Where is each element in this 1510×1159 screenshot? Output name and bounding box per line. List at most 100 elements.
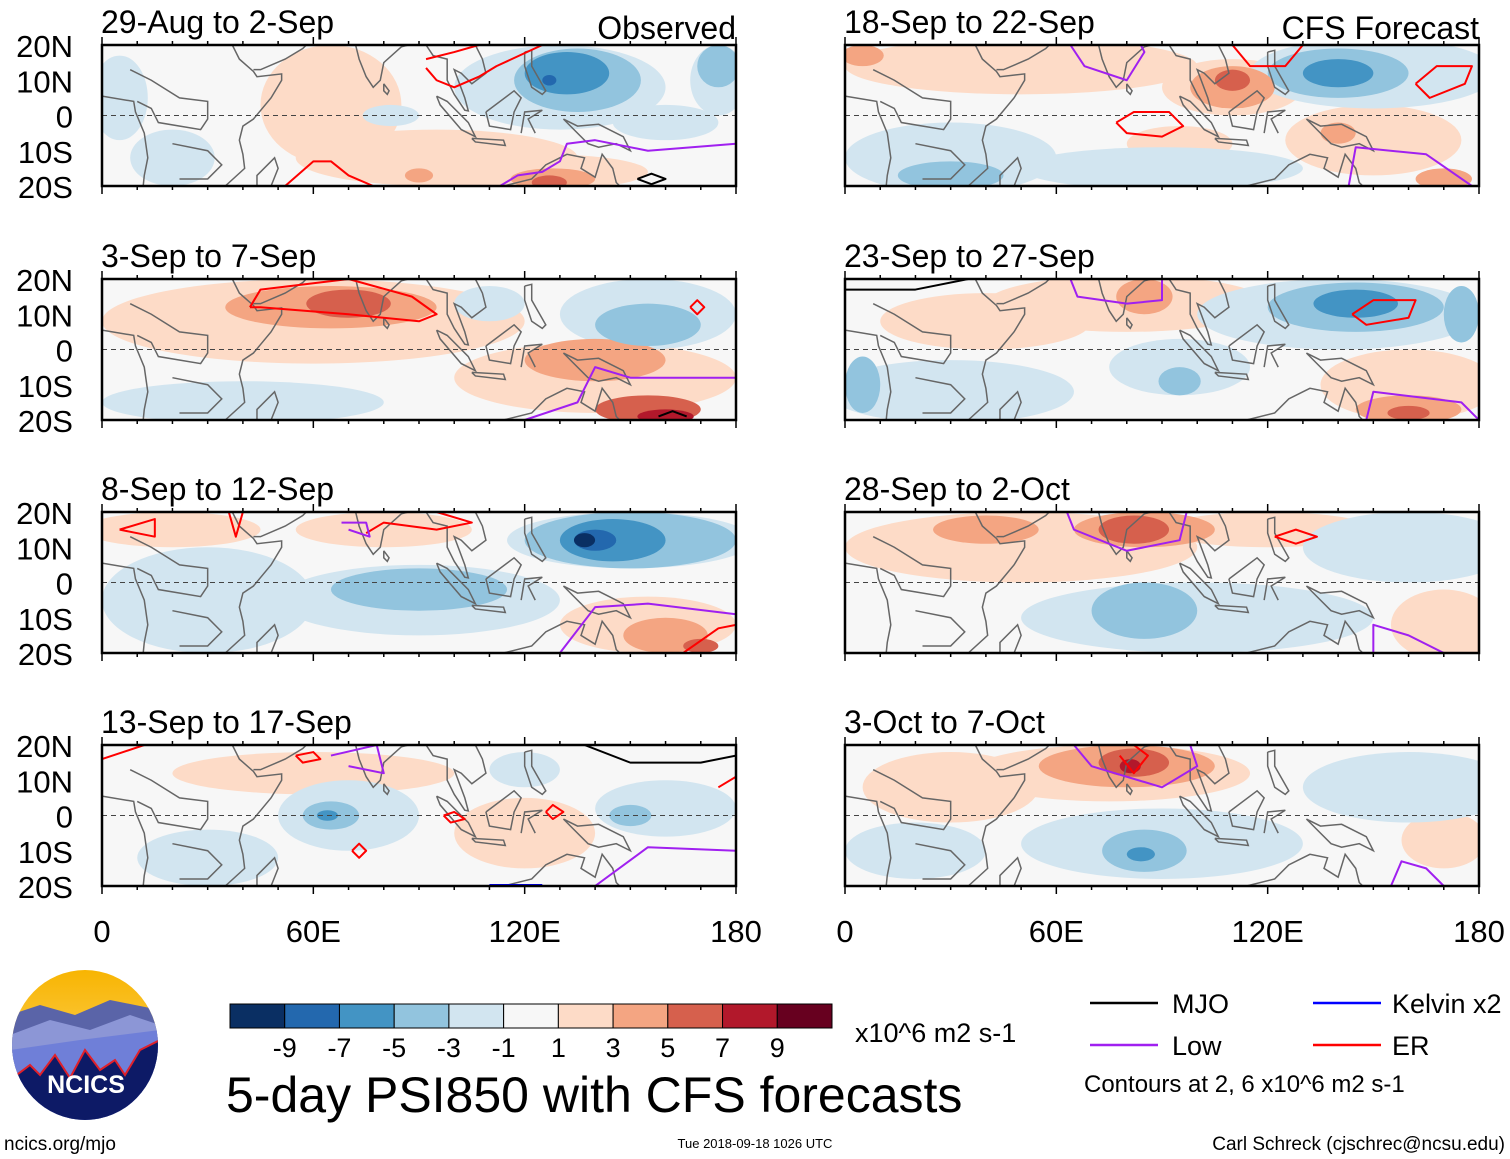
- y-tick-label: 20S: [18, 404, 73, 439]
- coastline: [996, 45, 1050, 71]
- er-contour: [1414, 65, 1473, 99]
- coastline: [915, 376, 966, 414]
- coastline: [383, 83, 390, 96]
- er-contour: [249, 279, 438, 323]
- anomaly-shading: [1390, 589, 1479, 653]
- coastline: [1168, 512, 1230, 579]
- coastline: [383, 550, 390, 563]
- coastline: [425, 512, 487, 579]
- coastline: [485, 789, 523, 831]
- coastline: [845, 329, 892, 420]
- anomaly-shading: [1285, 104, 1462, 176]
- anomaly-shading: [1387, 405, 1430, 420]
- er-contour: [682, 623, 736, 653]
- panel-title: 28-Sep to 2-Oct: [844, 471, 1070, 507]
- coastline: [383, 317, 390, 330]
- low-contour: [1365, 390, 1479, 420]
- coastline: [1266, 749, 1290, 796]
- coastline: [503, 619, 621, 653]
- panel-title: 8-Sep to 12-Sep: [101, 471, 334, 507]
- coastline: [129, 303, 209, 365]
- anomaly-shading: [1302, 512, 1479, 583]
- coastline: [520, 109, 543, 134]
- coastline: [102, 95, 149, 186]
- coastline: [102, 562, 149, 653]
- coastline: [1266, 49, 1290, 96]
- anomaly-shading: [609, 804, 652, 827]
- coastline: [256, 856, 279, 886]
- low-contour: [524, 366, 736, 420]
- coastline: [172, 376, 223, 414]
- coastline: [520, 576, 543, 601]
- footer-timestamp: Tue 2018-09-18 1026 UTC: [678, 1136, 833, 1151]
- anomaly-shading: [1302, 59, 1374, 88]
- coastline: [1246, 619, 1364, 653]
- y-tick-label: 20N: [16, 29, 73, 64]
- mjo-contour: [658, 410, 688, 418]
- coastline: [1305, 118, 1376, 153]
- coastline: [129, 536, 209, 598]
- anomaly-shading: [1401, 811, 1479, 869]
- coastline: [1266, 283, 1290, 330]
- colorbar-swatch: [776, 1003, 833, 1029]
- coastline: [996, 279, 1050, 305]
- coastline: [425, 279, 487, 346]
- colorbar-units: x10^6 m2 s-1: [855, 1018, 1016, 1048]
- y-tick-label: 0: [56, 567, 73, 602]
- anomaly-shading: [845, 822, 986, 879]
- low-contour: [594, 846, 736, 886]
- er-contour: [1231, 45, 1304, 68]
- er-contour: [295, 751, 322, 764]
- coastline: [1228, 89, 1266, 131]
- panel-title: 13-Sep to 17-Sep: [101, 704, 352, 740]
- er-contour: [425, 45, 480, 61]
- footer-url[interactable]: ncics.org/mjo: [4, 1134, 116, 1155]
- coastline: [102, 795, 149, 886]
- map-panel: 23-Sep to 27-Sep: [843, 238, 1481, 428]
- coastline: [872, 303, 952, 365]
- coastline: [256, 623, 279, 653]
- er-contour: [227, 512, 244, 538]
- coastline: [523, 516, 547, 563]
- coastline: [562, 818, 633, 853]
- coastline: [1168, 279, 1230, 346]
- colorbar-swatch: [393, 1003, 450, 1029]
- coastline: [471, 371, 507, 381]
- colorbar: -9 -7 -5 -3 -1 1 3 5 7 9: [229, 1003, 833, 1063]
- y-tick-label: 0: [56, 334, 73, 369]
- anomaly-shading: [1443, 286, 1479, 343]
- coastline: [253, 45, 307, 71]
- coastline: [172, 142, 223, 180]
- anomaly-shading: [404, 168, 434, 183]
- colorbar-swatch: [667, 1003, 724, 1029]
- coastline: [224, 745, 283, 886]
- anomaly-shading: [683, 638, 719, 653]
- anomaly-shading: [531, 175, 567, 186]
- colorbar-swatch: [448, 1003, 505, 1029]
- x-tick-label: 0: [93, 914, 110, 949]
- y-tick-label: 10N: [16, 764, 73, 799]
- er-contour: [689, 299, 706, 316]
- panel-title: 3-Oct to 7-Oct: [844, 704, 1045, 740]
- anomaly-shading: [1021, 147, 1303, 186]
- y-tick-label: 0: [56, 800, 73, 835]
- coastline: [999, 856, 1022, 886]
- low-contour: [1065, 512, 1188, 552]
- coastline: [485, 556, 523, 598]
- low-contour: [1073, 745, 1199, 789]
- coastline: [503, 152, 621, 186]
- coastline: [845, 795, 892, 886]
- coastline: [354, 45, 409, 89]
- low-contour: [1347, 146, 1473, 186]
- coastline: [967, 279, 1026, 420]
- anomaly-shading: [489, 752, 560, 788]
- er-contour: [1351, 299, 1417, 326]
- y-tick-label: 10S: [18, 835, 73, 870]
- coastline: [1126, 783, 1133, 796]
- coastline: [435, 795, 478, 839]
- coastline: [562, 585, 633, 620]
- coastline: [967, 745, 1026, 886]
- anomaly-shading: [1158, 367, 1201, 396]
- coastline: [471, 137, 507, 147]
- coastline: [485, 323, 523, 365]
